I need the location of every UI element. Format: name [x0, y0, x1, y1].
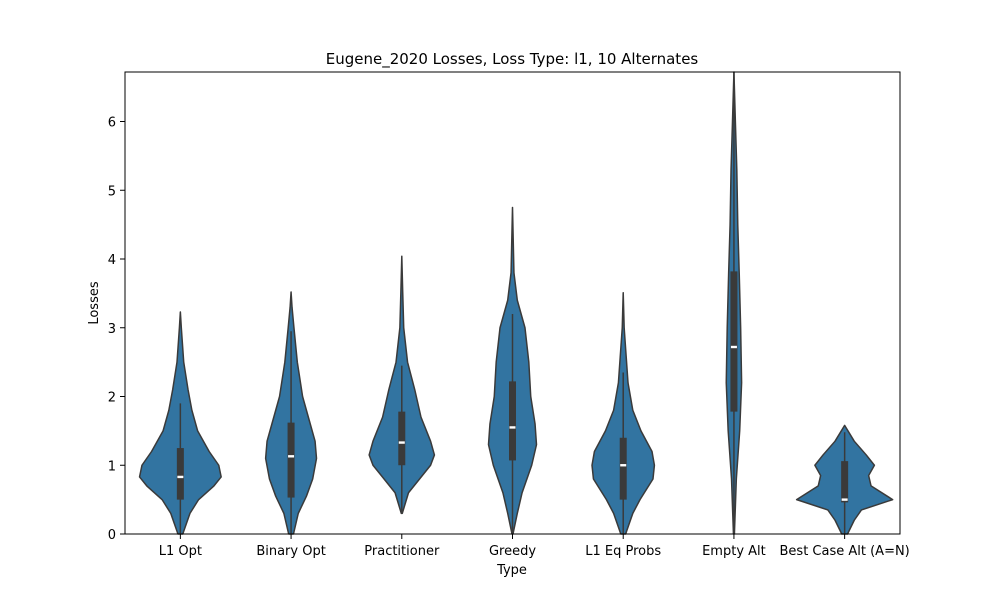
iqr-box — [398, 411, 406, 466]
iqr-box — [730, 271, 738, 412]
y-tick-label: 6 — [108, 116, 116, 131]
x-tick-label: L1 Opt — [159, 544, 202, 559]
x-tick-label: Best Case Alt (A=N) — [780, 544, 910, 559]
median-marker — [730, 345, 737, 349]
median-marker — [288, 455, 295, 458]
median-marker — [620, 464, 627, 467]
iqr-box — [287, 422, 295, 498]
plot-frame — [124, 71, 901, 535]
median-marker — [841, 498, 848, 501]
y-axis-label: Losses — [87, 281, 102, 325]
median-marker — [177, 475, 184, 479]
x-tick-label: Empty Alt — [702, 544, 766, 559]
x-tick-label: Practitioner — [364, 544, 440, 559]
y-tick-label: 5 — [108, 184, 116, 199]
y-tick-label: 2 — [108, 391, 116, 406]
x-tick-label: Binary Opt — [256, 544, 326, 559]
y-tick-label: 1 — [108, 459, 116, 474]
y-tick-label: 0 — [108, 528, 116, 543]
y-axis: 0 1 2 3 4 5 6 — [108, 116, 125, 543]
x-axis: L1 Opt Binary Opt Practitioner Greedy L1 Eq … — [159, 534, 910, 559]
median-marker — [509, 426, 516, 429]
x-tick-label: Greedy — [489, 544, 536, 559]
x-tick-label: L1 Eq Probs — [585, 544, 661, 559]
y-tick-label: 4 — [108, 253, 116, 268]
y-tick-label: 3 — [108, 322, 116, 337]
violins-layer — [138, 71, 894, 535]
iqr-box — [841, 461, 849, 503]
median-marker — [398, 441, 405, 444]
iqr-box — [509, 381, 516, 461]
iqr-box — [176, 448, 184, 500]
iqr-box — [619, 437, 627, 500]
chart-title: Eugene_2020 Losses, Loss Type: l1, 10 Al… — [326, 50, 699, 69]
x-axis-label: Type — [496, 563, 527, 578]
